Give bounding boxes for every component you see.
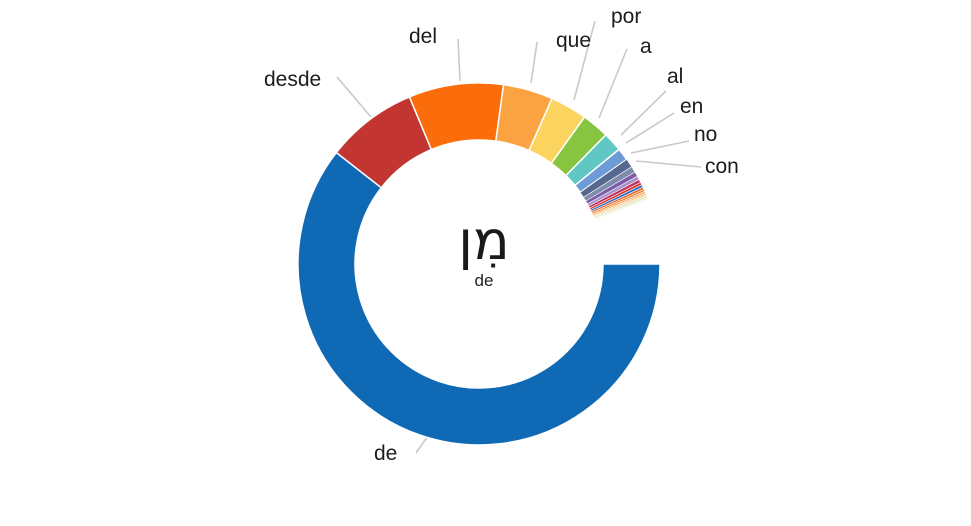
callout-label-al: al [667,65,684,88]
callout-label-de: de [374,442,398,465]
leader-line-no [630,140,690,154]
callout-label-en: en [680,95,704,118]
leader-line-con [635,160,702,168]
leader-line-en [625,112,675,144]
leader-line-desde [336,76,372,118]
segment-de[interactable] [297,151,661,446]
leader-line-que [530,41,538,84]
leader-line-al [620,90,667,136]
callout-label-a: a [640,35,652,58]
leader-line-por [573,20,596,101]
callout-label-no: no [694,123,718,146]
center-labels: מִן de [384,212,584,291]
callout-label-por: por [611,5,642,28]
center-word-hebrew: מִן [458,209,510,272]
callout-label-con: con [705,155,739,178]
callout-label-desde: desde [264,68,322,91]
leader-lines [336,20,702,454]
leader-line-del [457,38,461,82]
callout-label-que: que [556,29,592,52]
center-word-translation: de [474,271,494,290]
donut-segments [297,82,661,446]
leader-line-a [598,48,628,119]
segment-minor-22[interactable] [594,198,649,221]
callout-label-del: del [409,25,438,48]
